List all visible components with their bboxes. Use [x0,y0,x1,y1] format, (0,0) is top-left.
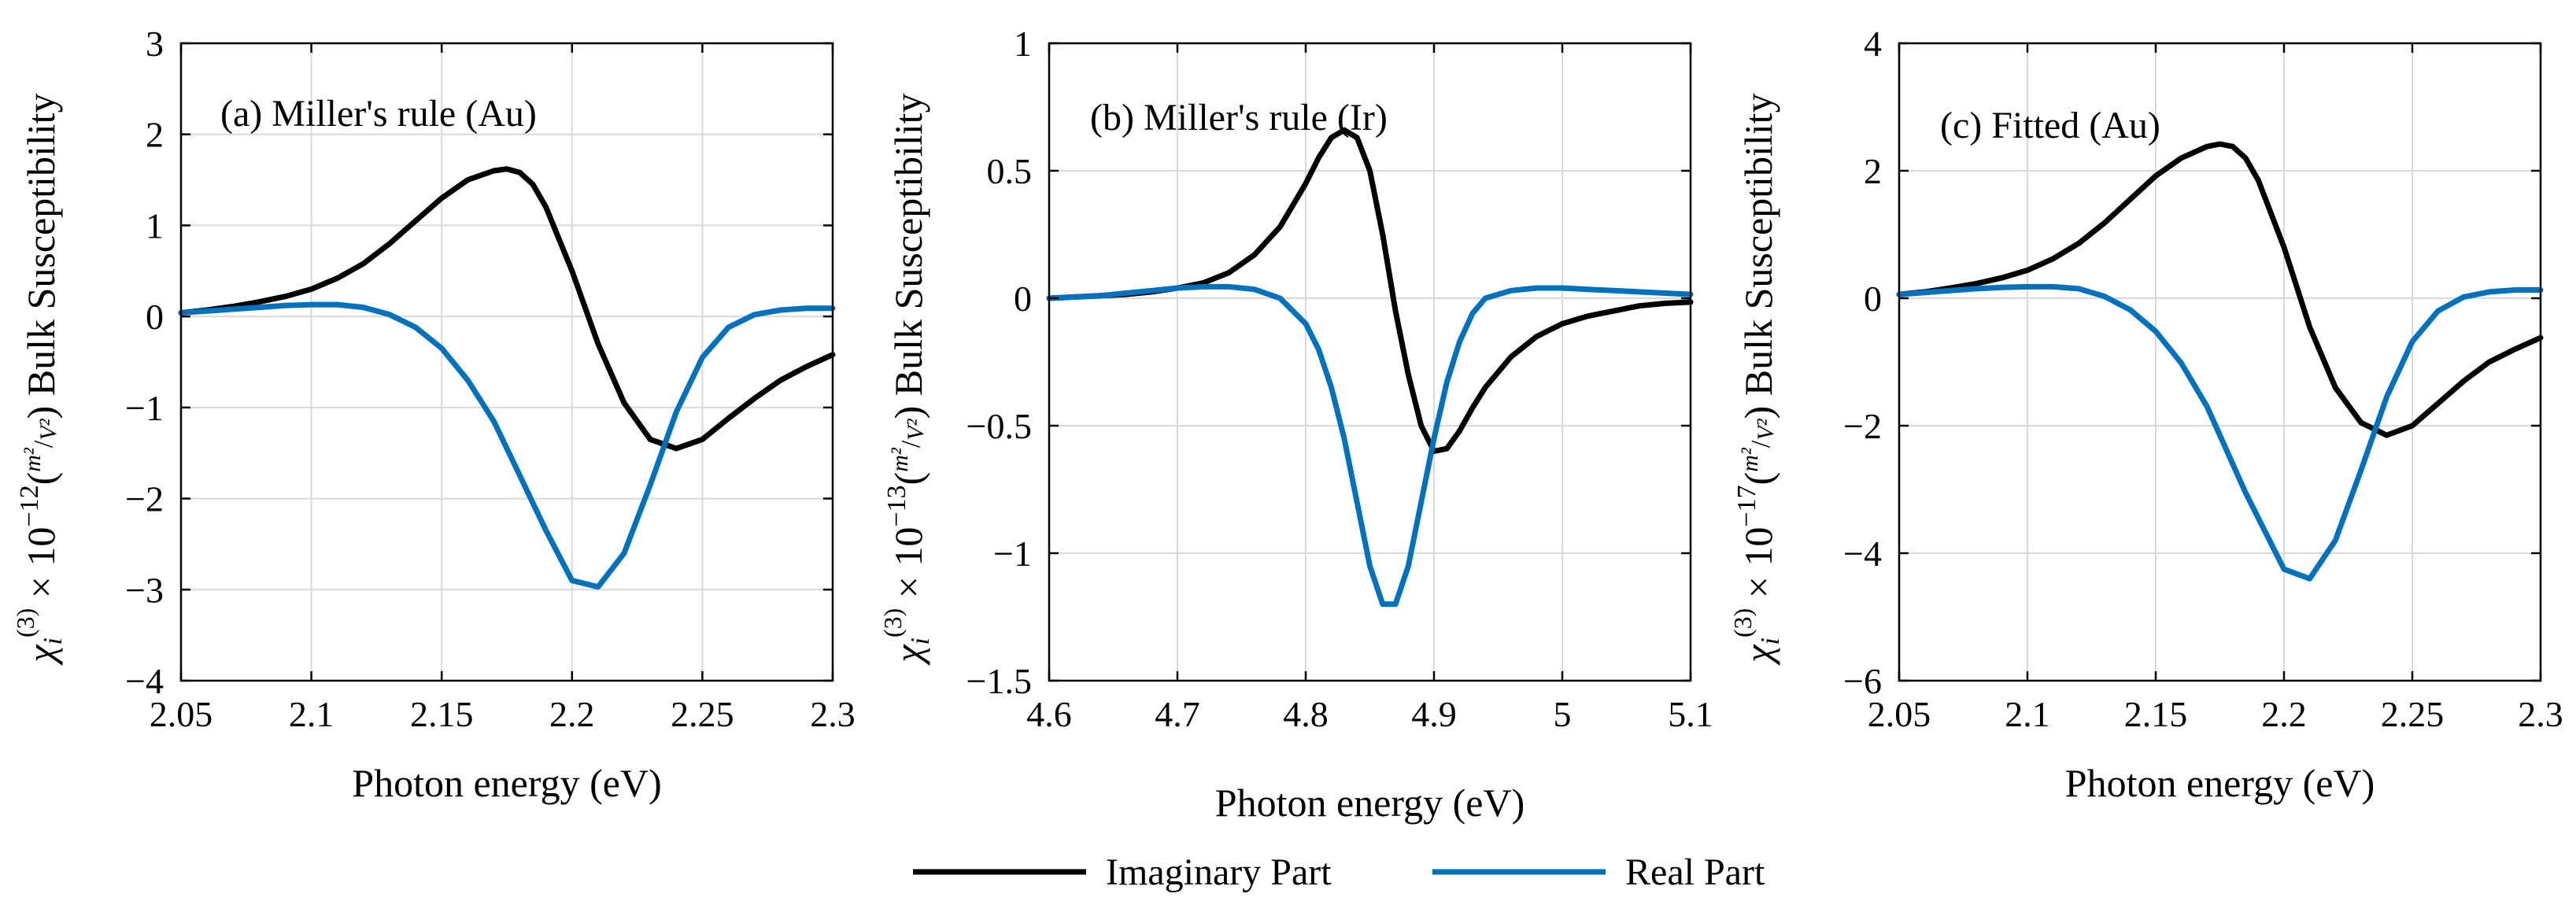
axes-frame [1898,42,2542,682]
y-axis-label: χi(3) × 10−12(m²/V²) Bulk Susceptibility [11,93,67,665]
x-axis-label: Photon energy (eV) [1215,781,1525,825]
x-tick-label: 2.15 [410,694,474,734]
x-tick-label: 4.8 [1283,694,1329,734]
y-tick-label: −0.5 [966,406,1032,446]
series-line-imaginary [1896,141,2544,438]
x-tick-label: 2.15 [2124,694,2188,734]
y-tick-label: 0 [1014,279,1032,319]
legend-label-imaginary: Imaginary Part [1106,851,1332,893]
y-tick-label: −1 [993,534,1032,574]
x-tick-label: 4.7 [1155,694,1200,734]
series-line-real [178,301,836,590]
x-tick-label: 5.1 [1668,694,1713,734]
series-line-real [1896,283,2544,582]
series-line-imaginary [178,166,836,452]
series-line-real [1046,283,1694,607]
y-tick-label: −2 [125,479,164,519]
plot-area [181,43,833,681]
y-tick-label: −4 [1843,534,1882,574]
legend: Imaginary Part Real Part [913,851,1765,893]
y-tick-label: −2 [1843,406,1882,446]
x-tick-label: 2.2 [2261,694,2307,734]
chart-1: 4.6 4.7 4.8 4.9 5 5.1 −1.5 −1 −0.5 0 0.5 1 (b) Mille… [878,24,1713,825]
y-tick-label: 0 [1864,279,1882,319]
chart-2: 2.05 2.1 2.15 2.2 2.25 2.3 −6 −4 −2 0 2 4 (c) Fitted… [1728,24,2563,805]
y-tick-label: 2 [146,115,164,155]
y-tick-label: −3 [125,570,164,610]
x-axis-label: Photon energy (eV) [352,761,661,805]
y-axis-label: χi(3) × 10−13(m²/V²) Bulk Susceptibility [878,93,934,665]
y-tick-label: 0 [146,297,164,337]
plot-area [1899,43,2541,681]
x-tick-label: 2.1 [289,694,334,734]
y-axis-label: χi(3) × 10−17(m²/V²) Bulk Susceptibility [1728,93,1784,665]
panel-annotation: (b) Miller's rule (Ir) [1090,97,1388,138]
legend-label-real: Real Part [1625,851,1765,893]
x-tick-label: 2.05 [1868,694,1931,734]
x-tick-label: 4.9 [1411,694,1457,734]
panel-annotation: (c) Fitted (Au) [1940,105,2160,146]
axes-frame [179,42,834,682]
x-tick-label: 2.05 [150,694,213,734]
x-tick-label: 5 [1554,694,1572,734]
x-tick-label: 2.2 [549,694,595,734]
y-tick-label: 2 [1864,151,1882,191]
x-tick-label: 4.6 [1026,694,1072,734]
panel-annotation: (a) Miller's rule (Au) [220,93,537,135]
x-tick-label: 2.3 [810,694,856,734]
y-tick-label: −6 [1843,661,1882,701]
axes-frame [1048,42,1692,682]
x-tick-label: 2.25 [671,694,734,734]
y-tick-label: 3 [146,24,164,64]
y-tick-label: −4 [125,661,164,701]
y-tick-label: −1.5 [966,661,1032,701]
y-tick-label: 0.5 [987,151,1033,191]
chart-0: 2.05 2.1 2.15 2.2 2.25 2.3 −4 −3 −2 −1 0 1 2 3 (a) Mil… [11,24,855,805]
y-tick-label: 4 [1864,24,1882,64]
x-tick-label: 2.25 [2381,694,2445,734]
x-tick-label: 2.1 [2005,694,2050,734]
plot-area [1049,43,1691,681]
y-tick-label: −1 [125,388,164,428]
y-tick-label: 1 [146,205,164,246]
x-axis-label: Photon energy (eV) [2065,761,2375,805]
y-tick-label: 1 [1014,24,1032,64]
x-tick-label: 2.3 [2518,694,2563,734]
